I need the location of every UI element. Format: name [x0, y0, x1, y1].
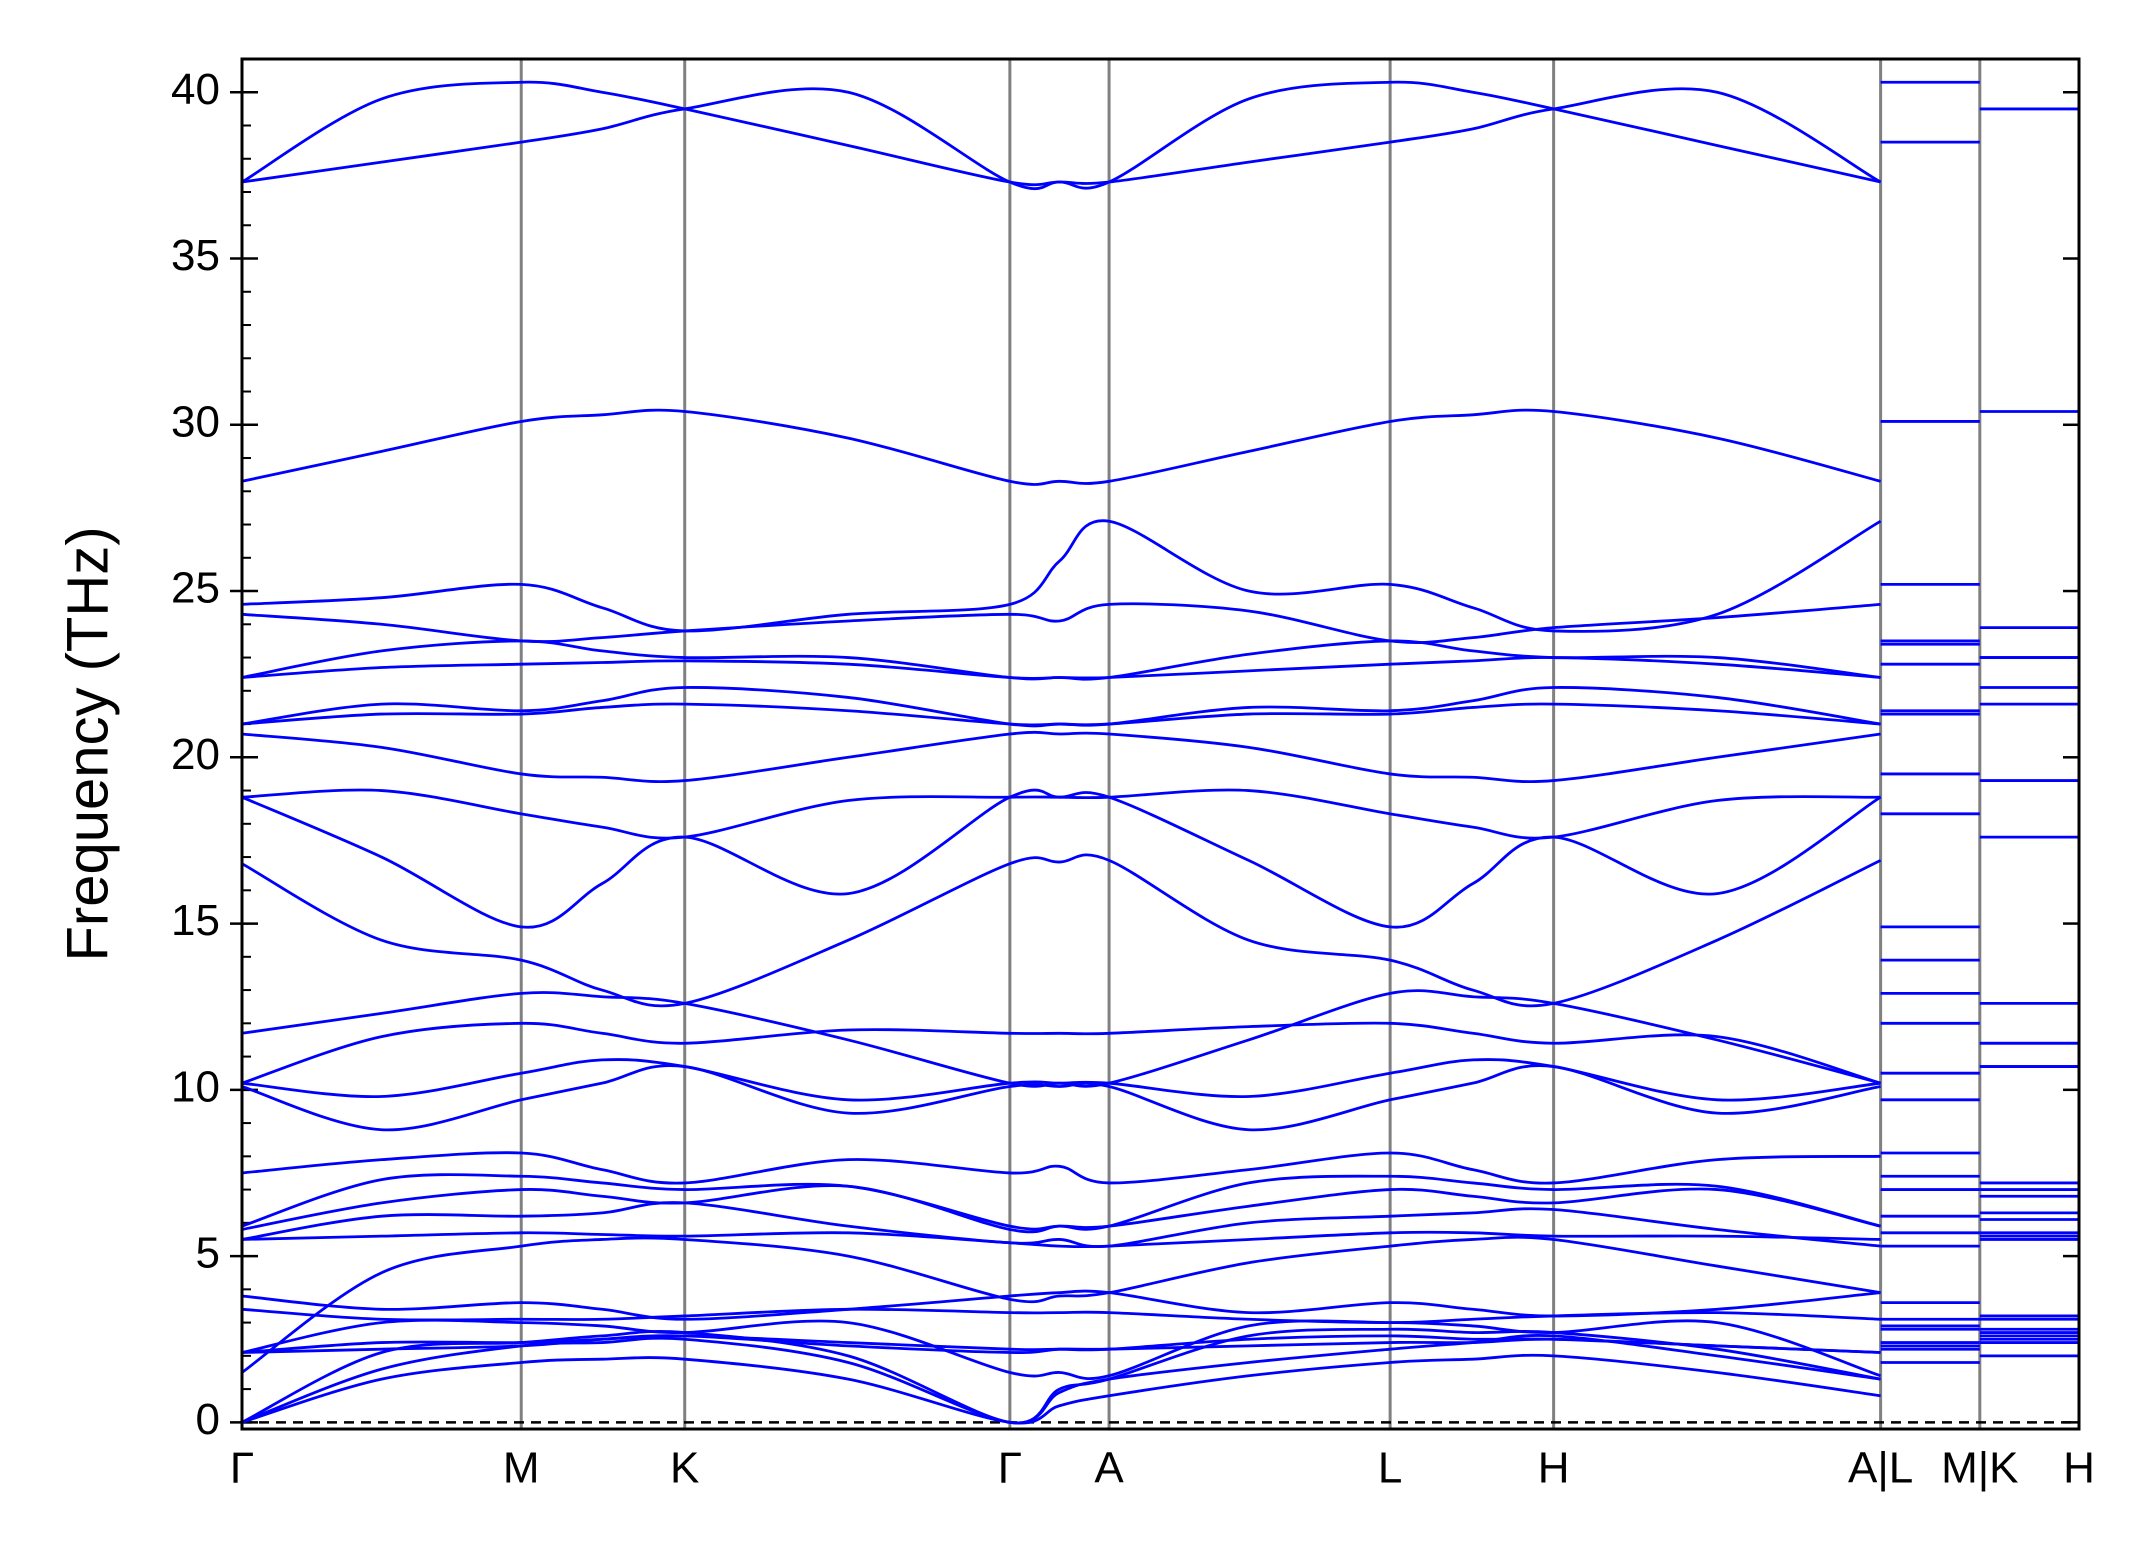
band-line [241, 1353, 2079, 1425]
band-line [241, 1334, 2079, 1425]
x-tick-label: A [1094, 1444, 1124, 1493]
x-tick-label: K [670, 1444, 699, 1493]
band-line [241, 730, 2079, 839]
x-tick-label: M [503, 1444, 540, 1493]
band-line [241, 989, 2079, 1088]
plot-frame [240, 57, 2081, 1431]
band-line [241, 1201, 2079, 1249]
band-line [241, 1064, 2079, 1191]
band-line [241, 1307, 2079, 1324]
band-line [241, 87, 2079, 191]
band-line [241, 853, 2079, 1068]
band-line [241, 1173, 2079, 1231]
y-tick-label: 0 [196, 1395, 220, 1444]
band-line [241, 602, 2079, 659]
band-line [241, 1327, 2079, 1425]
band-line [241, 1151, 2079, 1198]
y-tick-label: 40 [171, 65, 220, 114]
y-tick-label: 15 [171, 896, 220, 945]
y-tick-label: 5 [196, 1229, 220, 1278]
x-tick-label: H [2063, 1444, 2095, 1493]
band-line [241, 788, 2079, 1045]
x-tick-label: H [1538, 1444, 1570, 1493]
band-line [241, 639, 2079, 681]
band-line [241, 519, 2079, 633]
y-tick-label: 10 [171, 1062, 220, 1111]
x-tick-label: M|K [1941, 1444, 2018, 1493]
band-line [241, 1230, 2079, 1249]
band-line [241, 80, 2079, 190]
x-tick-label: A|L [1848, 1444, 1913, 1493]
band-line [241, 656, 2079, 689]
y-tick-label: 20 [171, 730, 220, 779]
y-axis-label: Frequency (THz) [55, 526, 120, 961]
y-tick-label: 35 [171, 231, 220, 280]
y-tick-label: 25 [171, 564, 220, 613]
band-line [241, 1184, 2079, 1234]
band-line [241, 1021, 2079, 1085]
band-line [241, 408, 2079, 486]
band-line [241, 1058, 2079, 1185]
band-line [241, 702, 2079, 782]
x-tick-label: Γ [998, 1444, 1022, 1493]
y-tick-label: 30 [171, 397, 220, 446]
x-tick-label: L [1378, 1444, 1402, 1493]
band-line [241, 788, 2079, 1005]
x-tick-label: Γ [230, 1444, 254, 1493]
band-line [241, 1235, 2079, 1374]
